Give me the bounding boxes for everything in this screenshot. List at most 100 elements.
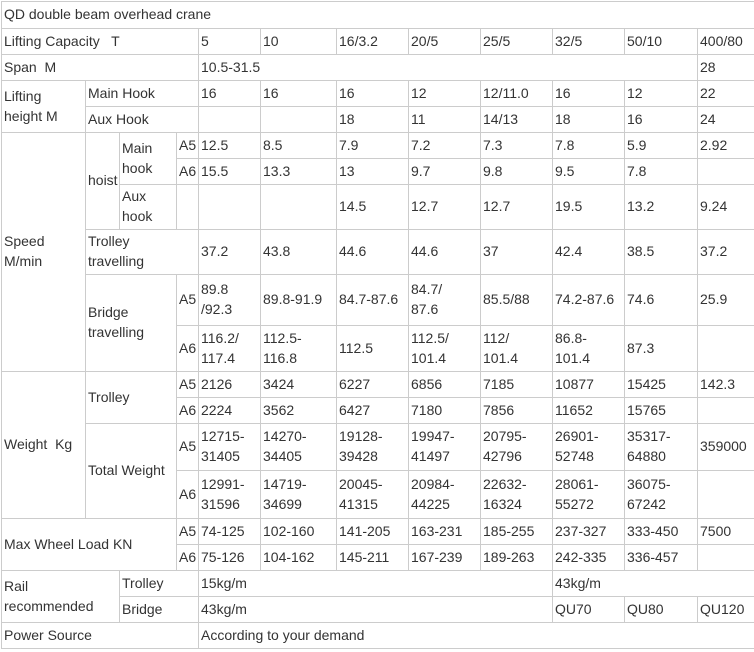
value-cell: 24	[696, 106, 754, 133]
value-cell: 2224	[198, 397, 261, 424]
a5-label: A5	[176, 423, 199, 471]
capacity-col-header: 20/5	[408, 28, 481, 55]
value-cell: 112/ 101.4	[480, 325, 553, 372]
rail-bridge-label: Bridge	[119, 596, 199, 623]
lifting-capacity-label: Lifting Capacity T	[1, 28, 199, 55]
rail-trolley-row: Rail recommended Trolley 15kg/m 43kg/m	[1, 570, 754, 623]
value-cell: 8.5	[260, 132, 337, 159]
value-cell: 185-255	[480, 518, 553, 545]
value-cell: 116.2/ 117.4	[198, 325, 261, 372]
weight-label: Weight Kg	[1, 371, 86, 519]
max-wheel-load-label: Max Wheel Load KN	[1, 518, 177, 571]
a6-label: A6	[176, 325, 199, 372]
value-cell: 12/11.0	[480, 80, 553, 107]
hoist-label: hoist	[85, 132, 120, 230]
rail-trolley-label: Trolley	[119, 570, 199, 597]
lifting-height-main-hook-row: Lifting height M Main Hook 16 16 16 12 1…	[1, 80, 754, 133]
span-value-main: 10.5-31.5	[198, 54, 698, 81]
speed-main-hook-a6-row: A6 15.5 13.3 13 9.7 9.8 9.5 7.8	[2, 158, 754, 185]
speed-main-hook-label: Main hook	[119, 132, 177, 185]
value-cell: 6856	[408, 371, 481, 398]
value-cell: 35317- 64880	[624, 423, 698, 471]
value-cell: 14/13	[480, 106, 553, 133]
value-cell: 7180	[408, 397, 481, 424]
speed-aux-hook-label: Aux hook	[119, 184, 177, 230]
value-cell: 37	[480, 229, 553, 275]
value-cell: 163-231	[408, 518, 481, 545]
value-cell: 6427	[336, 397, 409, 424]
value-cell: 14270- 34405	[260, 423, 337, 471]
rail-bridge-row: Bridge 43kg/m QU70 QU80 QU120	[2, 596, 754, 623]
value-cell: 75-126	[198, 544, 261, 571]
value-cell: 28061- 55272	[552, 470, 625, 519]
title-row: QD double beam overhead crane	[0, 1, 754, 29]
bridge-travelling-a5-row: Bridge travelling A5 89.8 /92.3 89.8-91.…	[2, 274, 754, 372]
value-cell	[260, 106, 337, 133]
max-wheel-load-a5-row: Max Wheel Load KN A5 74-125 102-160 141-…	[1, 518, 754, 571]
a5-label: A5	[176, 132, 199, 159]
lifting-height-label: Lifting height M	[1, 80, 86, 133]
value-cell: 10877	[552, 371, 625, 398]
value-cell: 333-450	[624, 518, 698, 545]
value-cell: 12.7	[408, 184, 481, 230]
value-cell: 142.3	[696, 371, 754, 398]
rail-recommended-label: Rail recommended	[1, 570, 120, 623]
value-cell: QU120	[696, 596, 754, 623]
trolley-travelling-label: Trolley travelling	[85, 229, 199, 275]
value-cell: 16	[198, 80, 261, 107]
lifting-height-aux-hook-row: Aux Hook 18 11 14/13 18 16 24	[2, 106, 754, 133]
power-source-value: According to your demand	[197, 622, 754, 649]
span-value-last: 28	[696, 54, 754, 81]
value-cell: 15765	[624, 397, 698, 424]
span-label: Span M	[1, 54, 199, 81]
capacity-col-header: 50/10	[624, 28, 698, 55]
value-cell: 242-335	[552, 544, 625, 571]
value-cell: 38.5	[624, 229, 698, 275]
value-cell	[696, 158, 754, 185]
rail-trolley-left-value: 15kg/m	[198, 570, 553, 597]
value-cell: 74.6	[624, 274, 698, 326]
value-cell: 336-457	[624, 544, 698, 571]
value-cell: 9.24	[696, 184, 754, 230]
value-cell: 74-125	[198, 518, 261, 545]
value-cell: 3424	[260, 371, 337, 398]
total-weight-a6-row: A6 12991- 31596 14719- 34699 20045- 4131…	[2, 470, 754, 519]
value-cell: 12	[624, 80, 698, 107]
value-cell: 13	[336, 158, 409, 185]
a6-label: A6	[176, 158, 199, 185]
value-cell: QU80	[624, 596, 698, 623]
value-cell: 84.7-87.6	[336, 274, 409, 326]
value-cell: QU70	[552, 596, 625, 623]
bridge-travelling-label: Bridge travelling	[85, 274, 177, 372]
value-cell: 359000	[696, 423, 754, 471]
value-cell: 7500	[696, 518, 754, 545]
main-hook-label: Main Hook	[85, 80, 199, 107]
value-cell: 5.9	[624, 132, 698, 159]
value-cell: 16	[260, 80, 337, 107]
value-cell: 189-263	[480, 544, 553, 571]
speed-label: Speed M/min	[1, 132, 86, 372]
value-cell: 16	[552, 80, 625, 107]
rail-trolley-right-value: 43kg/m	[551, 570, 754, 597]
value-cell: 19947- 41497	[408, 423, 481, 471]
value-cell: 15425	[624, 371, 698, 398]
value-cell: 112.5- 116.8	[260, 325, 337, 372]
speed-main-hook-a5-row: Speed M/min hoist Main hook A5 12.5 8.5 …	[1, 132, 754, 372]
value-cell: 18	[336, 106, 409, 133]
value-cell: 74.2-87.6	[552, 274, 625, 326]
value-cell: 19128- 39428	[336, 423, 409, 471]
value-cell: 89.8 /92.3	[198, 274, 261, 326]
value-cell: 87.3	[624, 325, 698, 372]
value-cell: 102-160	[260, 518, 337, 545]
empty-cell	[176, 184, 199, 230]
capacity-col-header: 32/5	[552, 28, 625, 55]
trolley-travelling-row: Trolley travelling 37.2 43.8 44.6 44.6 3…	[2, 229, 754, 275]
value-cell	[696, 470, 754, 519]
value-cell: 15.5	[198, 158, 261, 185]
value-cell: 9.7	[408, 158, 481, 185]
bridge-travelling-a6-row: A6 116.2/ 117.4 112.5- 116.8 112.5 112.5…	[2, 325, 754, 372]
capacity-col-header: 10	[260, 28, 337, 55]
value-cell: 12	[408, 80, 481, 107]
value-cell: 20045- 41315	[336, 470, 409, 519]
